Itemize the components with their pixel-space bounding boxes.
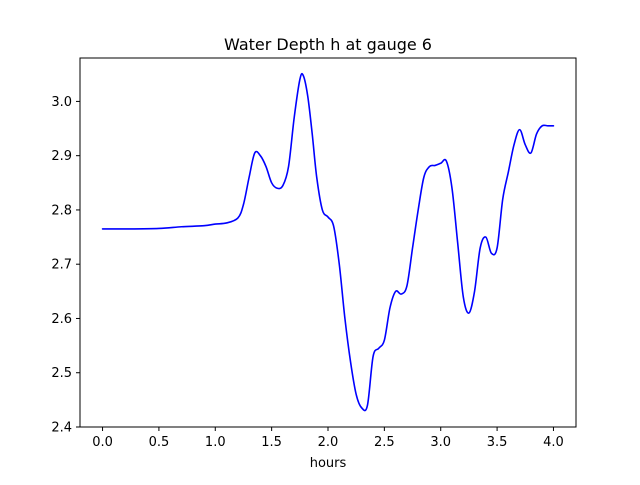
- chart-title: Water Depth h at gauge 6: [224, 35, 432, 54]
- y-tick-label: 2.6: [51, 312, 72, 327]
- x-tick-label: 1.5: [261, 435, 282, 450]
- x-tick-label: 3.0: [430, 435, 451, 450]
- x-tick-label: 2.0: [318, 435, 339, 450]
- y-tick-label: 3.0: [51, 95, 72, 110]
- y-tick-label: 2.5: [51, 366, 72, 381]
- y-tick-label: 2.4: [51, 421, 72, 436]
- x-tick-label: 2.5: [374, 435, 395, 450]
- y-tick-label: 2.8: [51, 203, 72, 218]
- x-tick-label: 0.0: [92, 435, 113, 450]
- x-tick-label: 3.5: [487, 435, 508, 450]
- series-line-0: [101, 72, 555, 412]
- y-tick-label: 2.7: [51, 258, 72, 273]
- y-tick-label: 2.9: [51, 149, 72, 164]
- x-tick-label: 1.0: [205, 435, 226, 450]
- series-layer: [101, 72, 555, 412]
- plot-frame: [79, 57, 577, 428]
- x-tick-label: 0.5: [149, 435, 170, 450]
- x-axis-label: hours: [310, 456, 347, 471]
- axis-ticks: 0.0 0.5 1.0 1.5 2.0 2.5 3.0 3.5 4.0 2.4 2.5 2.6 2.7 2…: [51, 95, 563, 450]
- x-tick-label: 4.0: [543, 435, 564, 450]
